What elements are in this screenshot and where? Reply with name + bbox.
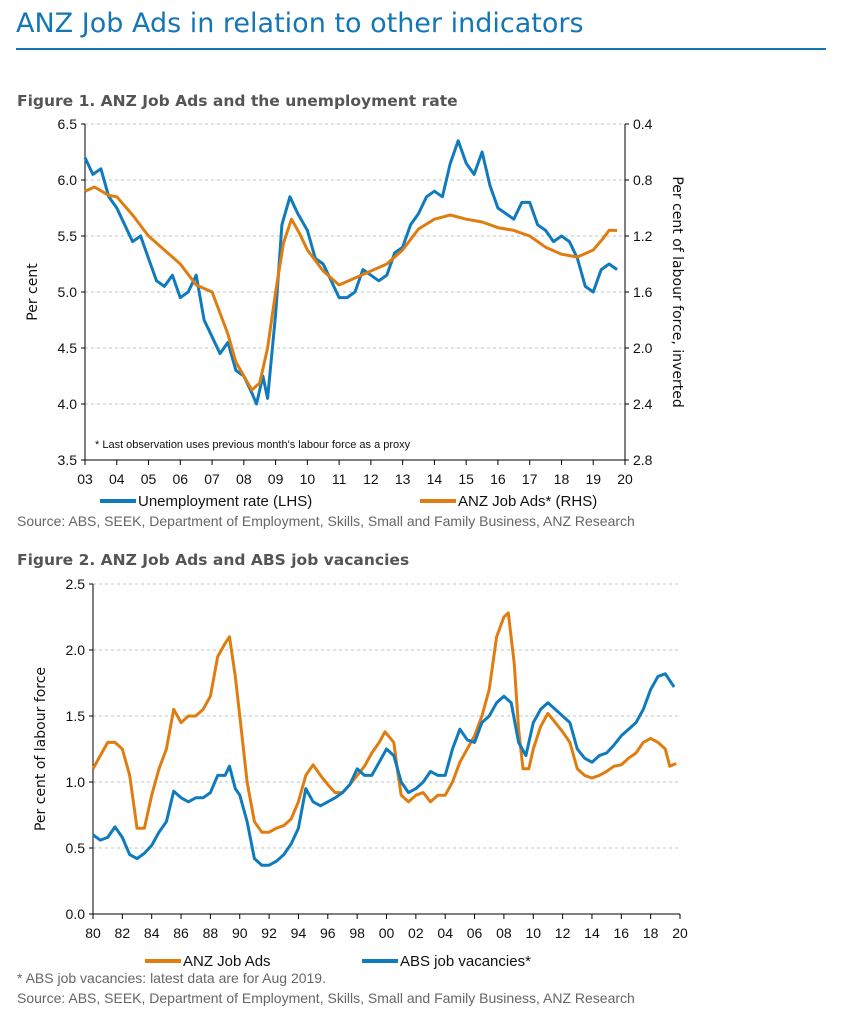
y-tick-label: 4.5 (58, 340, 78, 356)
x-tick-label: 84 (144, 925, 160, 941)
x-tick-label: 00 (379, 925, 395, 941)
y2-tick-label: 2.4 (633, 396, 653, 412)
x-tick-label: 11 (332, 471, 347, 487)
x-tick-label: 06 (467, 925, 483, 941)
x-tick-label: 07 (204, 471, 220, 487)
y-tick-label: 1.0 (66, 774, 86, 790)
x-tick-label: 19 (585, 471, 601, 487)
page-title: ANZ Job Ads in relation to other indicat… (16, 8, 584, 39)
series-line-0 (83, 139, 618, 406)
x-tick-label: 06 (173, 471, 189, 487)
x-tick-label: 20 (617, 471, 633, 487)
y2-tick-label: 0.4 (633, 116, 653, 132)
x-tick-label: 86 (173, 925, 189, 941)
y2-tick-label: 2.0 (633, 340, 653, 356)
y2-tick-label: 1.6 (633, 284, 653, 300)
legend-label: Unemployment rate (LHS) (138, 493, 312, 510)
x-tick-label: 02 (408, 925, 424, 941)
chart-annotation: * Last observation uses previous month's… (95, 439, 411, 451)
y-tick-label: 2.5 (66, 576, 86, 592)
x-tick-label: 04 (437, 925, 453, 941)
x-tick-label: 09 (268, 471, 284, 487)
figure-1-source: Source: ABS, SEEK, Department of Employm… (17, 513, 635, 529)
legend-label: ANZ Job Ads* (RHS) (458, 493, 597, 510)
x-tick-label: 20 (672, 925, 688, 941)
x-tick-label: 16 (490, 471, 506, 487)
x-tick-label: 10 (300, 471, 316, 487)
x-tick-label: 17 (522, 471, 538, 487)
x-tick-label: 18 (554, 471, 570, 487)
series-line-1 (84, 185, 618, 392)
x-tick-label: 98 (349, 925, 365, 941)
x-tick-label: 08 (236, 471, 252, 487)
x-tick-label: 13 (395, 471, 411, 487)
figure-2-title: Figure 2. ANZ Job Ads and ABS job vacanc… (17, 551, 410, 569)
x-tick-label: 96 (320, 925, 336, 941)
x-tick-label: 12 (555, 925, 571, 941)
x-tick-label: 92 (261, 925, 277, 941)
x-tick-label: 82 (115, 925, 131, 941)
x-tick-label: 15 (458, 471, 474, 487)
x-tick-label: 80 (85, 925, 101, 941)
y2-tick-label: 0.8 (633, 172, 653, 188)
y-tick-label: 2.0 (66, 642, 86, 658)
x-tick-label: 18 (643, 925, 659, 941)
x-tick-label: 90 (232, 925, 248, 941)
legend-label: ABS job vacancies* (400, 953, 531, 970)
x-tick-label: 08 (496, 925, 512, 941)
legend-label: ANZ Job Ads (183, 953, 271, 970)
y2-axis-label: Per cent of labour force, inverted (669, 176, 685, 407)
y-tick-label: 0.0 (66, 906, 86, 922)
x-tick-label: 05 (141, 471, 157, 487)
x-tick-label: 12 (363, 471, 379, 487)
x-tick-label: 94 (291, 925, 307, 941)
series-line-0 (91, 611, 677, 834)
y-tick-label: 4.0 (58, 396, 78, 412)
y-axis-label: Per cent (25, 263, 41, 321)
x-tick-label: 16 (614, 925, 630, 941)
y-tick-label: 6.5 (58, 116, 78, 132)
y-tick-label: 5.0 (58, 284, 78, 300)
title-divider (16, 48, 826, 50)
x-tick-label: 03 (77, 471, 93, 487)
x-tick-label: 88 (203, 925, 219, 941)
y-tick-label: 6.0 (58, 172, 78, 188)
y2-tick-label: 2.8 (633, 452, 653, 468)
y-tick-label: 5.5 (58, 228, 78, 244)
figure-2-chart: 2.5 2.0 1.5 1.0 0.5 0.0 80 82 84 86 88 90 92 94 96 98 00… (33, 576, 688, 970)
series-line-1 (92, 672, 676, 867)
figure-2-footnote: * ABS job vacancies: latest data are for… (17, 970, 326, 986)
y2-tick-label: 1.2 (633, 228, 653, 244)
figure-1-chart: 6.5 6.0 5.5 5.0 4.5 4.0 3.5 0.4 0.8 1.2 1.6 2.0 2.4 2… (25, 116, 685, 510)
x-tick-label: 14 (584, 925, 600, 941)
y-tick-label: 3.5 (58, 452, 78, 468)
y-axis-label: Per cent of labour force (33, 667, 49, 831)
x-tick-label: 04 (109, 471, 125, 487)
figure-1-title: Figure 1. ANZ Job Ads and the unemployme… (17, 92, 458, 110)
figure-2-source: Source: ABS, SEEK, Department of Employm… (17, 990, 635, 1006)
x-tick-label: 10 (525, 925, 541, 941)
y-tick-label: 1.5 (66, 708, 86, 724)
y-tick-label: 0.5 (66, 840, 86, 856)
x-tick-label: 14 (427, 471, 443, 487)
